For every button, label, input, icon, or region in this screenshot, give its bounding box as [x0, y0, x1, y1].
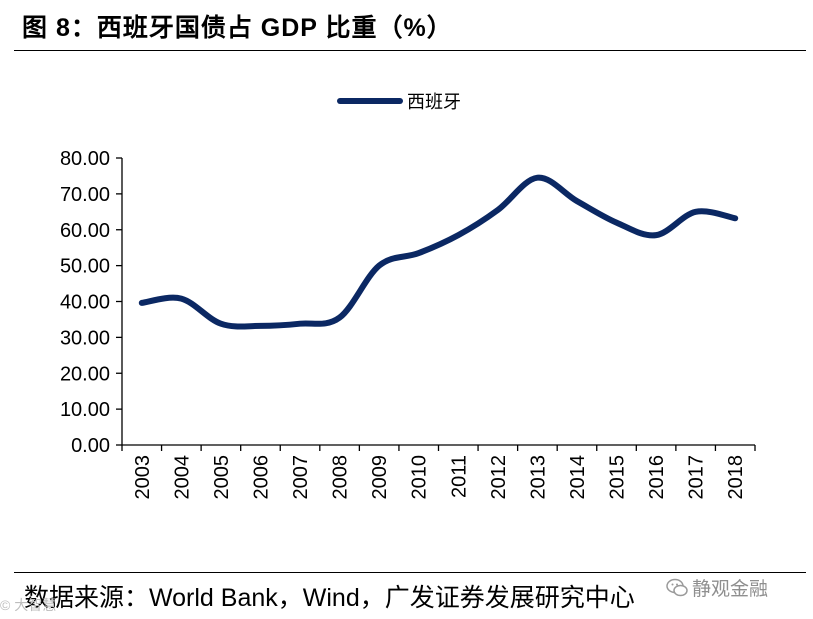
y-tick-label: 60.00 — [60, 220, 110, 242]
wechat-icon — [666, 578, 688, 596]
x-tick-label: 2004 — [171, 455, 193, 500]
data-source: 数据来源：World Bank，Wind，广发证券发展研究中心 — [24, 584, 635, 612]
watermark-text: 静观金融 — [692, 579, 769, 600]
x-axis-ticks: 2003 2004 2005 2006 2007 2008 2009 2010 2011 2012… — [121, 445, 756, 500]
y-tick-label: 70.00 — [60, 184, 110, 206]
x-tick-label: 2011 — [448, 455, 470, 498]
y-tick-label: 20.00 — [60, 363, 110, 385]
bottom-rule — [14, 572, 806, 573]
chart-legend: 西班牙 — [337, 92, 461, 112]
y-tick-label: 40.00 — [60, 292, 110, 314]
x-tick-label: 2014 — [567, 455, 589, 500]
y-tick-label: 50.00 — [60, 256, 110, 278]
x-tick-label: 2018 — [725, 455, 747, 500]
y-tick-label: 10.00 — [60, 399, 110, 421]
legend-label: 西班牙 — [407, 92, 461, 112]
figure-title: 图 8：西班牙国债占 GDP 比重（%） — [22, 14, 453, 42]
x-tick-label: 2013 — [527, 455, 549, 500]
series-line-spain — [138, 174, 739, 330]
top-rule — [14, 50, 806, 51]
x-tick-label: 2006 — [250, 455, 272, 500]
x-tick-label: 2010 — [409, 455, 431, 500]
y-tick-label: 80.00 — [60, 148, 110, 170]
watermark: 静观金融 — [666, 574, 768, 601]
x-tick-label: 2007 — [290, 455, 312, 500]
watermark-left: © 大智慧 — [0, 597, 57, 613]
x-tick-label: 2005 — [211, 455, 233, 500]
x-tick-label: 2003 — [132, 455, 154, 500]
y-tick-label: 0.00 — [71, 435, 110, 457]
y-axis-ticks: 0.00 10.00 20.00 30.00 40.00 50.00 60.00 70.00 8… — [60, 148, 122, 457]
x-tick-label: 2015 — [607, 455, 629, 500]
y-tick-label: 30.00 — [60, 327, 110, 349]
chart-axes — [121, 158, 755, 446]
x-tick-label: 2017 — [686, 455, 708, 500]
x-tick-label: 2016 — [646, 455, 668, 500]
chart-series — [138, 174, 739, 330]
x-tick-label: 2012 — [488, 455, 510, 500]
x-tick-label: 2008 — [330, 455, 352, 500]
x-tick-label: 2009 — [369, 455, 391, 500]
